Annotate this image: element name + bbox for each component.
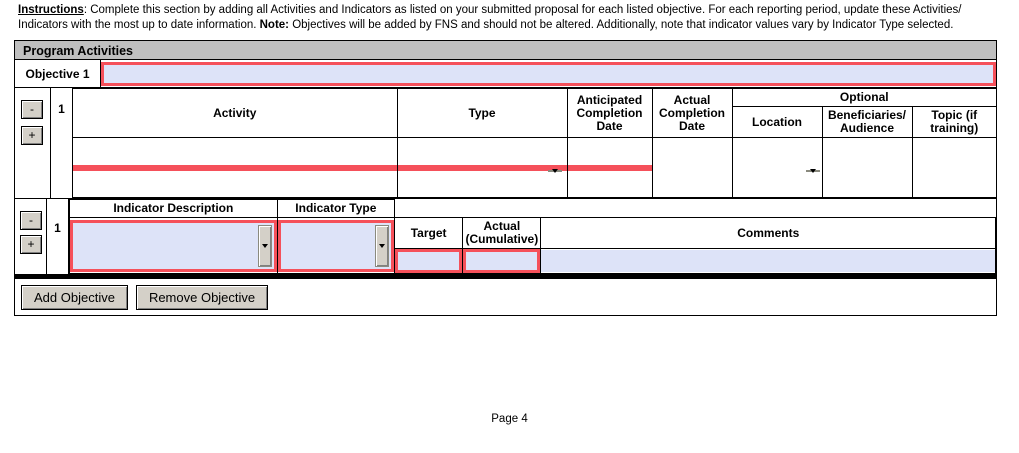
activity-input[interactable] (73, 164, 397, 171)
instructions-paragraph: Instructions: Complete this section by a… (18, 3, 1002, 33)
header-actual-completion-date: Actual Completion Date (651, 88, 733, 138)
indicator-input-row (70, 248, 996, 274)
indicator-row-controls: - + (15, 199, 47, 274)
cell-target (394, 248, 464, 274)
indicator-table: Indicator Description Indicator Type (69, 199, 996, 274)
comments-input[interactable] (541, 250, 995, 272)
indicator-type-dropdown[interactable] (277, 219, 395, 272)
header-indicator-description: Indicator Description (69, 199, 278, 218)
indicator-header-row-1: Indicator Description Indicator Type (69, 199, 996, 218)
cell-indicator-type (276, 217, 396, 274)
cell-topic-if-training (911, 137, 997, 198)
cell-type (396, 137, 568, 198)
indicator-header-spacer (395, 200, 996, 218)
target-input[interactable] (395, 249, 463, 273)
activity-table: Activity Type Anticipated Completion Dat… (73, 88, 997, 198)
activity-main: Activity Type Anticipated Completion Dat… (73, 88, 997, 198)
type-dropdown[interactable] (397, 164, 567, 173)
instructions-label: Instructions (18, 4, 84, 16)
chevron-down-icon[interactable] (257, 224, 272, 267)
cell-actual-cumulative (462, 248, 542, 274)
header-location: Location (731, 106, 823, 138)
cell-beneficiaries-audience (821, 137, 913, 198)
section-title: Program Activities (15, 41, 996, 60)
cell-actual-completion-date (651, 137, 733, 198)
instructions-text-part2: Objectives will be added by FNS and shou… (289, 19, 954, 31)
activity-row-controls: - + (15, 88, 51, 198)
indicator-header-row-2: Target Actual (Cumulative) Comments (69, 217, 996, 274)
add-activity-button[interactable]: + (21, 126, 43, 145)
add-objective-button[interactable]: Add Objective (21, 284, 128, 310)
cell-comments (540, 248, 996, 274)
cell-location (731, 137, 823, 198)
indicator-block: - + 1 Indicator Description Indicator Ty… (15, 198, 996, 274)
header-topic-if-training: Topic (if training) (911, 106, 997, 138)
remove-indicator-button[interactable]: - (20, 211, 42, 230)
objective-input[interactable] (101, 62, 996, 86)
indicator-description-dropdown[interactable] (70, 219, 277, 272)
header-activity: Activity (73, 88, 398, 138)
header-comments: Comments (540, 217, 996, 249)
remove-activity-button[interactable]: - (21, 100, 43, 119)
objective-label: Objective 1 (15, 60, 101, 87)
header-type: Type (396, 88, 568, 138)
anticipated-completion-date-input[interactable] (567, 164, 652, 171)
program-activities-form: Program Activities Objective 1 - + 1 (14, 40, 997, 316)
header-anticipated-completion-date: Anticipated Completion Date (566, 88, 653, 138)
header-target: Target (394, 217, 464, 249)
header-indicator-type: Indicator Type (276, 199, 396, 218)
cell-indicator-description (69, 217, 278, 274)
activity-header-row-1: Activity Type Anticipated Completion Dat… (73, 88, 997, 138)
header-beneficiaries-audience: Beneficiaries/ Audience (821, 106, 913, 138)
separator-bar (15, 274, 996, 279)
chevron-down-icon[interactable] (805, 168, 820, 173)
indicator-main: Indicator Description Indicator Type (69, 199, 996, 274)
activity-input-row (73, 137, 997, 198)
cell-anticipated-completion-date (566, 137, 653, 198)
remove-objective-button[interactable]: Remove Objective (135, 284, 269, 310)
objective-field-wrap (101, 60, 996, 87)
activity-block: - + 1 Activity Type Anticipated Comp (15, 88, 997, 198)
actual-cumulative-input[interactable] (463, 249, 541, 273)
chevron-down-icon[interactable] (375, 224, 390, 267)
activity-header-row-2: Location Beneficiaries/ Audience Topic (… (73, 106, 997, 138)
objective-row: Objective 1 (15, 60, 996, 88)
header-optional: Optional (731, 88, 997, 107)
header-actual-cumulative: Actual (Cumulative) (462, 217, 542, 249)
cell-activity (73, 137, 398, 198)
indicator-row-number: 1 (47, 199, 69, 274)
add-indicator-button[interactable]: + (20, 235, 42, 254)
instructions-text-part1: : Complete this section by adding all Ac… (18, 4, 962, 31)
activity-row-number: 1 (51, 88, 73, 198)
page-number: Page 4 (491, 413, 528, 425)
instructions-note-label: Note: (259, 19, 290, 31)
footer-button-row: Add Objective Remove Objective (15, 279, 996, 315)
chevron-down-icon[interactable] (547, 168, 562, 173)
